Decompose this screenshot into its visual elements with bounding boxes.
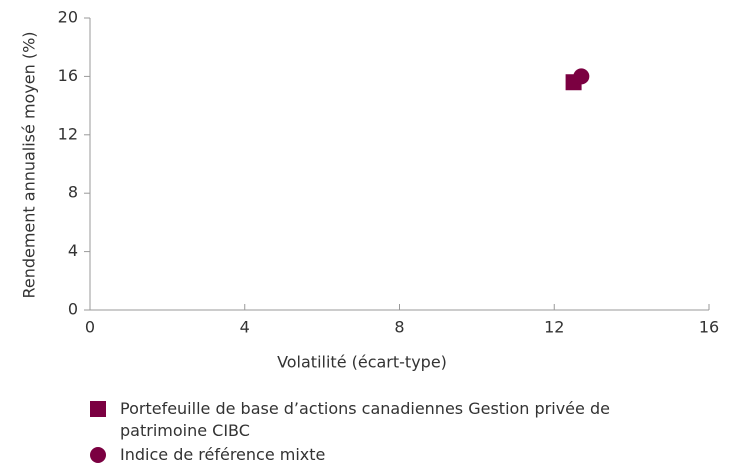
legend: Portefeuille de base d’actions canadienn… (90, 398, 690, 468)
x-tick-label: 8 (394, 318, 404, 337)
legend-swatch (90, 447, 106, 463)
y-tick-label: 8 (68, 183, 78, 202)
chart: Volatilité (écart-type) Rendement annual… (20, 8, 720, 372)
legend-label: Indice de référence mixte (120, 445, 326, 464)
y-tick-label: 0 (68, 300, 78, 319)
x-tick-label: 12 (544, 318, 564, 337)
legend-item: Indice de référence mixte (90, 444, 690, 466)
x-tick-label: 0 (85, 318, 95, 337)
x-tick-label: 4 (240, 318, 250, 337)
legend-label: Portefeuille de base d’actions canadienn… (120, 399, 610, 440)
y-tick-label: 12 (58, 124, 78, 143)
y-tick-label: 4 (68, 241, 78, 260)
point (573, 68, 590, 85)
legend-item: Portefeuille de base d’actions canadienn… (90, 398, 690, 442)
x-axis-label: Volatilité (écart-type) (277, 353, 447, 372)
y-tick-label: 20 (58, 8, 78, 27)
legend-swatch (90, 401, 106, 417)
y-axis-label: Rendement annualisé moyen (%) (20, 31, 39, 298)
x-tick-label: 16 (699, 318, 719, 337)
y-tick-label: 16 (58, 66, 78, 85)
